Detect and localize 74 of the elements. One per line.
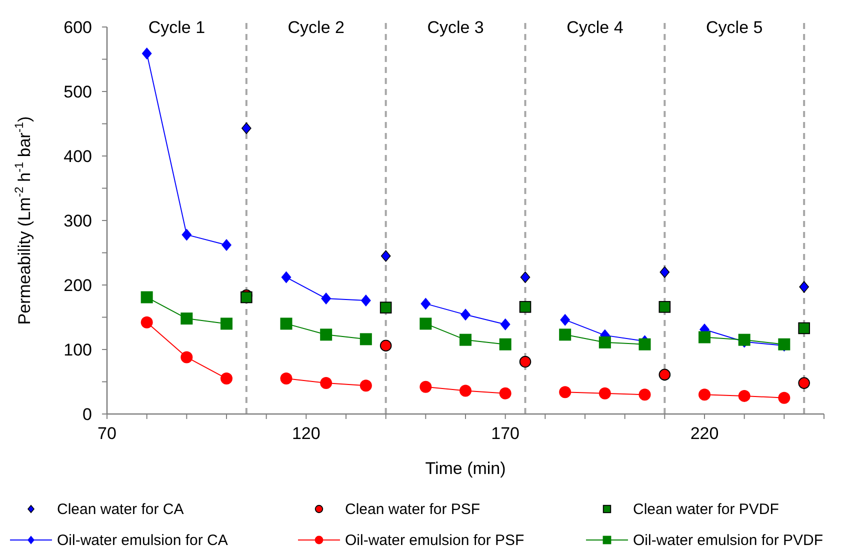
annotation: Cycle 4 <box>566 18 624 37</box>
y-tick-label: 0 <box>82 405 92 424</box>
point <box>698 388 710 401</box>
point <box>142 47 152 60</box>
x-axis-title: Time (min) <box>425 459 506 478</box>
legend-label: Clean water for PVDF <box>633 501 779 518</box>
point <box>499 387 512 400</box>
point <box>420 298 431 310</box>
point <box>180 351 193 364</box>
point <box>778 392 790 404</box>
x-tick-label: 70 <box>98 424 116 443</box>
point <box>380 340 392 352</box>
point <box>638 388 651 401</box>
point <box>420 380 432 393</box>
point <box>360 333 372 346</box>
annotation: Cycle 1 <box>148 18 206 37</box>
point <box>738 390 750 402</box>
point <box>519 301 532 313</box>
legend-label: Clean water for PSF <box>345 501 480 518</box>
annotation: Cycle 3 <box>427 18 484 37</box>
annotation: Cycle 2 <box>288 18 344 37</box>
point <box>798 322 810 334</box>
legend-label: Oil-water emulsion for PVDF <box>633 532 824 548</box>
point <box>559 386 572 398</box>
point <box>698 331 710 344</box>
point <box>559 328 572 341</box>
point <box>499 338 512 350</box>
legend-label: Clean water for CA <box>57 501 184 518</box>
point <box>598 387 611 400</box>
point <box>380 302 392 314</box>
legend-label: Oil-water emulsion for PSF <box>345 532 524 548</box>
point <box>180 312 193 325</box>
y-tick-label: 200 <box>64 276 92 295</box>
point <box>320 377 332 390</box>
annotation: Cycle 5 <box>706 18 763 37</box>
point <box>658 301 671 313</box>
y-tick-label: 100 <box>64 340 92 360</box>
point <box>460 334 472 346</box>
point <box>798 377 810 389</box>
point <box>799 281 809 293</box>
y-tick-label: 500 <box>64 82 92 102</box>
point <box>220 372 232 385</box>
point <box>242 122 252 134</box>
point <box>460 384 472 397</box>
point <box>280 372 292 385</box>
point <box>321 292 332 305</box>
point <box>520 271 530 284</box>
point <box>420 318 432 330</box>
point <box>360 380 372 392</box>
point <box>360 294 371 306</box>
point <box>380 250 391 262</box>
point <box>320 328 332 341</box>
point <box>140 316 153 328</box>
point <box>658 368 671 381</box>
point <box>281 271 292 284</box>
point <box>222 239 232 252</box>
point <box>660 266 670 278</box>
point <box>598 336 611 348</box>
point <box>460 308 470 321</box>
legend-label: Oil-water emulsion for CA <box>57 532 228 548</box>
point <box>280 318 292 330</box>
point <box>560 314 570 326</box>
y-tick-label: 400 <box>64 147 92 166</box>
point <box>220 318 232 330</box>
y-tick-label: 300 <box>64 212 92 230</box>
point <box>519 356 532 368</box>
x-tick-label: 170 <box>491 424 520 443</box>
x-tick-label: 220 <box>690 424 719 443</box>
y-tick-label: 600 <box>64 18 92 37</box>
point <box>140 291 153 304</box>
point <box>182 228 192 241</box>
point <box>638 338 651 350</box>
point <box>500 318 510 330</box>
x-tick-label: 120 <box>292 424 320 443</box>
